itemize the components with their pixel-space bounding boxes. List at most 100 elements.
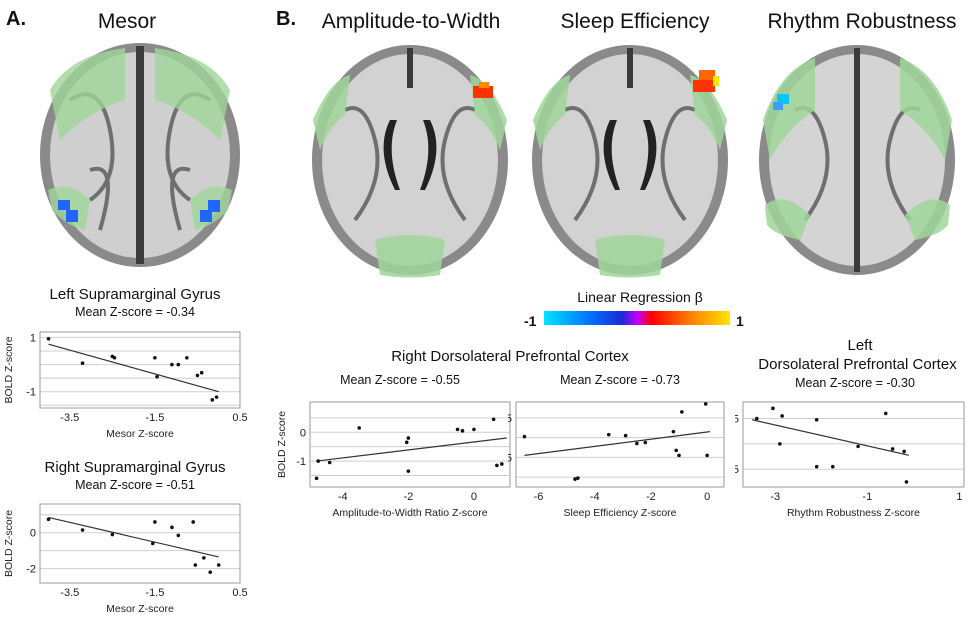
chart-subtitle-left-smg: Mean Z-score = -0.34 <box>75 305 195 319</box>
data-point <box>606 432 611 437</box>
y-axis-label: BOLD Z-score <box>3 336 15 403</box>
x-tick-label: -3.5 <box>60 412 79 424</box>
data-point <box>460 429 465 433</box>
x-axis-label: Sleep Efficiency Z-score <box>563 507 676 519</box>
data-point <box>199 370 204 375</box>
y-tick-label: 0.5 <box>735 413 739 425</box>
data-point <box>191 520 195 524</box>
y-tick-label: -1 <box>26 387 36 399</box>
data-point <box>500 462 504 466</box>
x-axis-label: Amplitude-to-Width Ratio Z-score <box>332 507 487 519</box>
brain-title-rhythm: Rhythm Robustness <box>767 10 957 33</box>
data-point <box>705 453 709 458</box>
data-point <box>522 434 527 439</box>
trend-line <box>316 437 507 462</box>
data-point <box>814 464 819 469</box>
data-point <box>112 355 117 360</box>
x-tick-label: 0.5 <box>232 587 247 599</box>
data-point <box>573 477 577 481</box>
scatter-chart-left-smg: -3.5 -1.5 0.5 1 -1 Mesor Z-score BOLD Z-score <box>3 331 248 440</box>
data-point <box>208 570 213 575</box>
x-tick-label: -4 <box>590 491 600 503</box>
chart-subtitle-right-smg: Mean Z-score = -0.51 <box>75 478 195 492</box>
data-point <box>216 563 221 567</box>
plot-frame <box>515 401 725 488</box>
chart-title-right-smg: Right Supramarginal Gyrus <box>44 459 226 476</box>
brain-title-sleep: Sleep Efficiency <box>560 10 710 33</box>
data-point <box>153 355 157 360</box>
data-point <box>327 460 332 465</box>
data-point <box>495 463 499 468</box>
x-axis-label: Mesor Z-score <box>106 603 174 615</box>
y-tick-label: 0.5 <box>508 413 512 425</box>
plot-frame <box>39 331 241 409</box>
x-tick-label: -6 <box>534 491 544 503</box>
trend-line <box>48 343 219 393</box>
plot-frame <box>742 401 965 488</box>
data-point <box>677 453 681 458</box>
region-title-left-line2: Dorsolateral Prefrontal Cortex <box>758 356 957 373</box>
brain-image-sleep <box>532 45 728 278</box>
data-point <box>153 520 157 524</box>
data-point <box>814 417 819 422</box>
data-point <box>780 414 784 418</box>
x-axis-label: Mesor Z-score <box>106 428 174 440</box>
brain-image-amplitude <box>312 45 508 278</box>
data-point <box>472 427 476 432</box>
chart-title-left-smg: Left Supramarginal Gyrus <box>49 286 221 303</box>
data-point <box>674 448 679 453</box>
data-point <box>357 426 361 430</box>
x-tick-label: 1 <box>956 491 962 503</box>
y-tick-label: -1 <box>296 456 306 468</box>
data-point <box>170 362 174 367</box>
data-point <box>883 411 888 416</box>
region-title-right-dlpfc: Right Dorsolateral Prefrontal Cortex <box>391 348 629 365</box>
data-point <box>778 442 782 446</box>
data-point <box>80 528 85 532</box>
x-tick-label: -1.5 <box>145 412 164 424</box>
legend-colorbar <box>544 311 730 325</box>
x-tick-label: -3.5 <box>60 587 79 599</box>
brain-image-rhythm <box>759 45 955 275</box>
x-tick-label: -1 <box>862 491 872 503</box>
x-tick-label: -2 <box>403 491 413 503</box>
data-point <box>46 336 51 341</box>
y-tick-label: 0 <box>30 528 36 540</box>
data-point <box>170 525 174 530</box>
trend-line <box>752 419 909 456</box>
data-point <box>830 464 835 469</box>
data-point <box>210 398 215 402</box>
brain-image-mesor <box>40 43 240 267</box>
x-tick-label: 0 <box>471 491 477 503</box>
scatter-chart-amplitude: -4 -2 0 0 -1 Amplitude-to-Width Ratio Z-score… <box>276 401 511 519</box>
data-point <box>316 459 320 463</box>
brain-title-amplitude: Amplitude-to-Width <box>321 10 501 33</box>
chart-subtitle-sleep: Mean Z-score = -0.73 <box>560 373 680 387</box>
x-tick-label: -1.5 <box>145 587 164 599</box>
x-tick-label: -3 <box>770 491 780 503</box>
trend-line <box>48 516 219 558</box>
y-axis-label: BOLD Z-score <box>276 411 288 478</box>
data-point <box>902 449 906 454</box>
chart-subtitle-rhythm: Mean Z-score = -0.30 <box>795 376 915 390</box>
legend-max-label: 1 <box>736 313 744 329</box>
data-point <box>904 480 909 484</box>
data-point <box>155 374 159 379</box>
scatter-chart-sleep: -6 -4 -2 0 0.5 -1.5 Sleep Efficiency Z-score <box>508 401 725 519</box>
data-point <box>703 402 708 406</box>
x-tick-label: 0 <box>704 491 710 503</box>
data-point <box>80 361 85 366</box>
data-point <box>643 440 648 445</box>
plot-frame <box>39 503 241 584</box>
data-point <box>455 427 460 432</box>
scatter-chart-right-smg: -3.5 -1.5 0.5 0 -2 Mesor Z-score BOLD Z-score <box>3 503 248 615</box>
scatter-chart-rhythm: -3 -1 1 0.5 -1.5 Rhythm Robustness Z-score <box>735 401 965 519</box>
x-tick-label: -2 <box>646 491 656 503</box>
data-point <box>150 541 155 546</box>
data-point <box>185 355 189 360</box>
data-point <box>406 469 411 473</box>
plot-frame <box>309 401 511 488</box>
data-point <box>771 406 775 411</box>
data-point <box>176 362 181 367</box>
data-point <box>890 447 895 451</box>
